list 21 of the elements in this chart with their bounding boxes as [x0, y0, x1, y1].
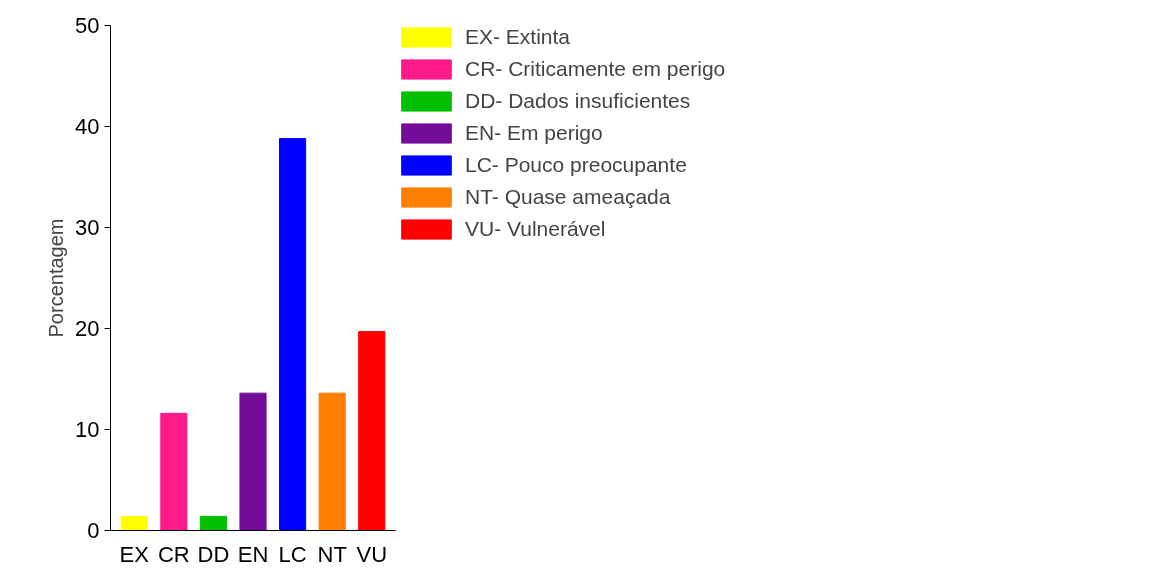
x-tick-label: VU [356, 541, 388, 567]
x-tick-label: EN [237, 541, 269, 567]
legend-label: DD- Dados insuficientes [465, 89, 691, 113]
x-tick-label: CR [157, 541, 190, 567]
y-tick-label: 30 [75, 215, 100, 240]
legend-label: EN- Em perigo [465, 121, 603, 145]
y-tick-label: 20 [75, 316, 100, 341]
x-tick-label: EX [119, 541, 150, 567]
x-tick-label: DD [197, 541, 230, 567]
x-tick-label: LC [278, 541, 307, 567]
y-tick-label: 10 [75, 417, 100, 442]
legend-label: CR- Criticamente em perigo [465, 57, 726, 81]
y-tick-label: 50 [75, 13, 100, 38]
legend-label: VU- Vulnerável [465, 217, 606, 241]
y-axis-title: Porcentagem [45, 218, 68, 338]
legend-label: EX- Extinta [465, 25, 571, 49]
y-tick-label: 0 [87, 518, 100, 543]
legend-label: LC- Pouco preocupante [465, 153, 687, 177]
y-tick-label: 40 [75, 114, 100, 139]
legend-label: NT- Quase ameaçada [465, 185, 671, 209]
x-tick-label: NT [317, 541, 347, 567]
